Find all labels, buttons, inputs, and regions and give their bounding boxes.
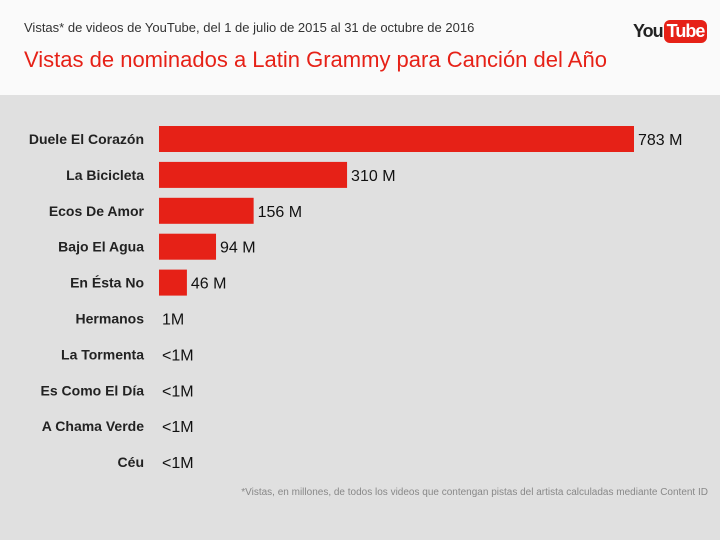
bar xyxy=(159,269,187,296)
category-label: Ecos De Amor xyxy=(49,203,145,219)
data-label: 783 M xyxy=(638,132,682,149)
bar xyxy=(159,126,634,152)
data-label: <1M xyxy=(162,455,194,472)
data-label: 1M xyxy=(162,312,184,329)
logo-tube: Tube xyxy=(663,19,708,43)
category-label: Hermanos xyxy=(76,311,145,327)
footnote: *Vistas, en millones, de todos los video… xyxy=(241,487,708,498)
bar xyxy=(159,161,348,188)
category-label: La Bicicleta xyxy=(66,167,144,183)
chart-title: Vistas de nominados a Latin Grammy para … xyxy=(24,47,607,72)
chart-subtitle: Vistas* de videos de YouTube, del 1 de j… xyxy=(24,20,475,35)
bar xyxy=(159,233,217,260)
logo-you: You xyxy=(633,20,664,41)
category-label: A Chama Verde xyxy=(42,418,144,434)
category-label: Es Como El Día xyxy=(41,382,145,398)
category-label: La Tormenta xyxy=(61,346,144,362)
data-label: 46 M xyxy=(191,276,227,293)
data-label: 310 M xyxy=(351,168,395,185)
data-label: 94 M xyxy=(220,240,256,257)
category-label: En Ésta No xyxy=(70,275,144,291)
category-label: Bajo El Agua xyxy=(58,239,144,255)
youtube-logo: You Tube xyxy=(633,18,708,44)
category-label: Duele El Corazón xyxy=(29,131,144,147)
bar xyxy=(159,197,254,224)
data-label: <1M xyxy=(162,383,194,400)
category-label: Céu xyxy=(118,454,144,470)
data-label: <1M xyxy=(162,347,194,364)
data-label: 156 M xyxy=(258,204,302,221)
data-label: <1M xyxy=(162,419,194,436)
header: Vistas* de videos de YouTube, del 1 de j… xyxy=(0,0,720,95)
